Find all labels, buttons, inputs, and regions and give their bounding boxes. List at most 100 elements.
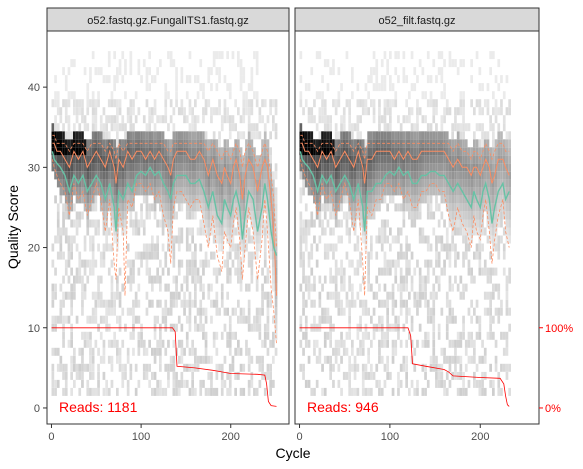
heat-tile	[54, 131, 57, 140]
heat-tile	[299, 283, 303, 292]
heat-tile	[102, 243, 106, 252]
heat-tile	[239, 67, 243, 76]
heat-tile	[129, 371, 133, 380]
heat-tile	[242, 67, 246, 76]
heat-tile	[177, 203, 181, 212]
heat-tile	[323, 243, 327, 252]
heat-tile	[99, 187, 103, 196]
heat-tile	[329, 371, 332, 380]
heat-tile	[435, 203, 438, 212]
heat-tile	[456, 131, 460, 140]
heat-tile	[234, 331, 237, 340]
heat-tile	[107, 195, 111, 204]
heat-tile	[161, 115, 165, 124]
heat-tile	[492, 387, 495, 396]
heat-tile	[467, 147, 471, 156]
heat-tile	[237, 275, 240, 284]
heat-tile	[432, 299, 436, 308]
heat-tile	[255, 307, 259, 316]
y-tick-label: 10	[28, 323, 40, 335]
heat-tile	[223, 155, 227, 164]
heat-tile	[462, 251, 465, 260]
heat-tile	[255, 59, 259, 68]
heat-tile	[124, 131, 127, 140]
heat-tile	[318, 115, 322, 124]
heat-tile	[247, 203, 251, 212]
heat-tile	[118, 171, 122, 180]
heat-tile	[97, 243, 100, 252]
heat-tile	[247, 171, 251, 180]
heat-tile	[207, 355, 211, 364]
heat-tile	[367, 147, 370, 156]
heat-tile	[242, 387, 246, 396]
heat-tile	[212, 131, 216, 140]
heat-tile	[164, 259, 168, 268]
heat-tile	[494, 363, 498, 372]
heat-tile	[116, 387, 119, 396]
heat-tile	[121, 219, 125, 228]
heat-tile	[64, 115, 68, 124]
heat-tile	[274, 259, 278, 268]
heat-tile	[231, 171, 235, 180]
heat-tile	[54, 195, 57, 204]
heat-tile	[456, 203, 460, 212]
heat-tile	[156, 131, 159, 140]
heat-tile	[361, 363, 365, 372]
heat-tile	[137, 171, 141, 180]
heat-tile	[359, 171, 362, 180]
heat-tile	[440, 155, 444, 164]
heat-tile	[172, 235, 176, 244]
heat-tile	[75, 155, 79, 164]
heat-tile	[332, 187, 335, 196]
heat-tile	[145, 155, 149, 164]
heat-tile	[424, 235, 427, 244]
heat-tile	[116, 139, 119, 148]
heat-tile	[118, 179, 122, 188]
heat-tile	[494, 171, 498, 180]
heat-tile	[459, 107, 463, 116]
heat-tile	[258, 227, 262, 236]
heat-tile	[426, 267, 430, 276]
heat-tile	[410, 187, 414, 196]
heat-tile	[97, 299, 100, 308]
heat-tile	[326, 131, 330, 140]
heat-tile	[353, 123, 357, 132]
heat-tile	[67, 339, 71, 348]
heat-tile	[500, 299, 503, 308]
heat-tile	[175, 179, 178, 188]
heat-tile	[410, 203, 414, 212]
heat-tile	[334, 283, 338, 292]
heat-tile	[228, 331, 232, 340]
heat-tile	[210, 251, 213, 260]
x-tick-label: 100	[381, 431, 399, 443]
heat-tile	[435, 187, 438, 196]
heat-tile	[169, 299, 173, 308]
heat-tile	[191, 371, 194, 380]
heat-tile	[418, 323, 422, 332]
heat-tile	[304, 339, 308, 348]
heat-tile	[177, 339, 181, 348]
heat-tile	[202, 283, 205, 292]
heat-tile	[220, 123, 224, 132]
heat-tile	[364, 83, 368, 92]
heat-tile	[448, 363, 452, 372]
heat-tile	[78, 163, 82, 172]
heat-tile	[62, 339, 65, 348]
heat-tile	[367, 387, 370, 396]
heat-tile	[429, 315, 433, 324]
heat-tile	[137, 347, 141, 356]
heat-tile	[334, 219, 338, 228]
heat-tile	[315, 155, 319, 164]
heat-tile	[492, 315, 495, 324]
heat-tile	[255, 195, 259, 204]
heat-tile	[204, 387, 208, 396]
heat-tile	[383, 155, 387, 164]
heat-tile	[448, 139, 452, 148]
heat-tile	[500, 331, 503, 340]
heat-tile	[263, 251, 267, 260]
heat-tile	[426, 331, 430, 340]
heat-tile	[274, 211, 278, 220]
heat-tile	[424, 283, 427, 292]
heat-tile	[402, 187, 406, 196]
heat-tile	[212, 59, 216, 68]
